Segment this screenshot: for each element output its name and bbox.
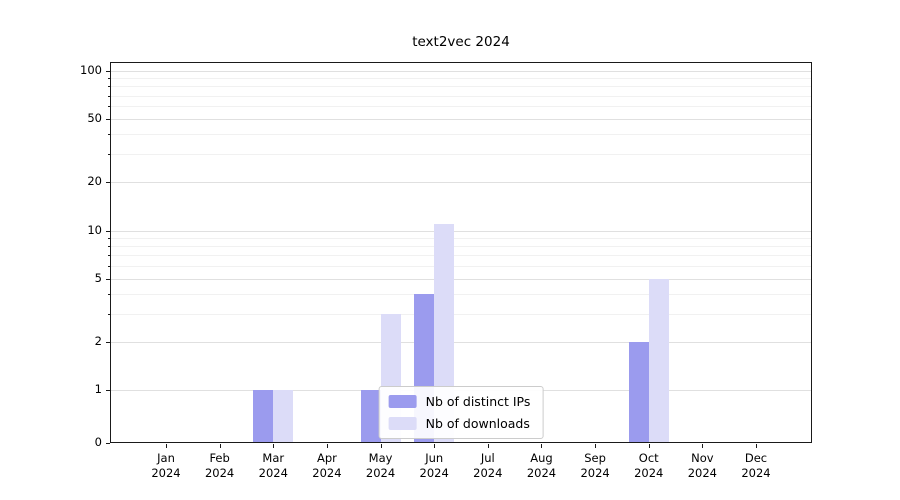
major-gridline xyxy=(110,182,812,184)
minor-gridline xyxy=(110,154,812,156)
y-tick-label: 1 xyxy=(94,382,102,396)
x-tick-mark xyxy=(166,444,167,448)
y-tick-mark xyxy=(106,390,110,391)
y-tick-mark xyxy=(106,443,110,444)
x-tick-label: Jun 2024 xyxy=(419,451,449,480)
legend-swatch xyxy=(388,395,417,408)
y-tick-label: 20 xyxy=(87,174,102,189)
y-tick-mark xyxy=(106,341,110,343)
y-tick-mark xyxy=(106,278,110,280)
bar-downloads xyxy=(273,390,294,443)
bar-distinct-ips xyxy=(253,390,274,443)
x-tick-label: Aug 2024 xyxy=(526,451,557,480)
x-tick-label: Jul 2024 xyxy=(473,451,503,480)
x-tick-mark xyxy=(380,444,382,448)
x-tick-label: Jan 2024 xyxy=(151,451,181,480)
y-tick-mark xyxy=(106,182,110,184)
x-tick-mark xyxy=(541,444,543,448)
legend-label: Nb of downloads xyxy=(425,416,530,431)
y-minor-tick-mark xyxy=(108,313,110,315)
y-minor-tick-mark xyxy=(108,95,110,97)
legend: Nb of distinct IPs Nb of downloads xyxy=(378,386,544,439)
x-tick-label: Oct 2024 xyxy=(634,451,664,480)
minor-gridline xyxy=(110,293,812,295)
y-tick-label: 100 xyxy=(80,63,102,77)
minor-gridline xyxy=(110,237,812,239)
x-tick-mark xyxy=(487,444,489,448)
x-tick-mark xyxy=(326,444,328,448)
x-tick-mark xyxy=(434,444,436,448)
x-tick-mark xyxy=(648,444,650,448)
x-tick-label: Dec 2024 xyxy=(741,451,771,480)
y-minor-tick-mark xyxy=(108,237,110,239)
legend-label: Nb of distinct IPs xyxy=(425,394,531,409)
y-tick-label: 50 xyxy=(87,111,102,125)
x-tick-mark xyxy=(273,444,275,448)
legend-swatch xyxy=(388,417,417,430)
x-tick-mark xyxy=(219,444,221,448)
chart-title: text2vec 2024 xyxy=(412,34,510,50)
x-tick-label: Apr 2024 xyxy=(312,451,342,480)
y-minor-tick-mark xyxy=(108,265,110,267)
x-tick-label: Feb 2024 xyxy=(204,451,235,480)
y-minor-tick-mark xyxy=(108,106,110,108)
y-tick-label: 5 xyxy=(94,270,102,285)
x-tick-mark xyxy=(702,444,704,448)
major-gridline xyxy=(110,230,812,232)
y-tick-mark xyxy=(106,230,110,232)
legend-item: Nb of distinct IPs xyxy=(388,394,531,409)
minor-gridline xyxy=(110,134,812,136)
bar-distinct-ips xyxy=(628,341,649,443)
x-tick-label: Nov 2024 xyxy=(687,451,717,480)
major-gridline xyxy=(110,278,812,280)
y-minor-tick-mark xyxy=(108,255,110,257)
y-tick-label: 10 xyxy=(87,222,102,237)
minor-gridline xyxy=(110,245,812,247)
y-tick-mark xyxy=(106,71,110,72)
minor-gridline xyxy=(110,86,812,88)
y-minor-tick-mark xyxy=(108,134,110,136)
major-gridline xyxy=(110,119,812,120)
major-gridline xyxy=(110,341,812,343)
bar-distinct-ips xyxy=(360,390,381,443)
minor-gridline xyxy=(110,255,812,257)
legend-item: Nb of downloads xyxy=(388,416,531,431)
x-tick-label: May 2024 xyxy=(365,451,396,480)
minor-gridline xyxy=(110,265,812,267)
y-minor-tick-mark xyxy=(108,245,110,247)
minor-gridline xyxy=(110,106,812,108)
y-tick-label: 2 xyxy=(94,333,102,348)
minor-gridline xyxy=(110,95,812,97)
y-minor-tick-mark xyxy=(108,293,110,295)
major-gridline xyxy=(110,71,812,72)
y-tick-label: 0 xyxy=(94,435,102,449)
y-minor-tick-mark xyxy=(108,78,110,80)
x-tick-label: Mar 2024 xyxy=(258,451,288,480)
y-minor-tick-mark xyxy=(108,86,110,88)
x-tick-mark xyxy=(595,444,597,448)
bar-downloads xyxy=(648,278,669,443)
x-tick-label: Sep 2024 xyxy=(580,451,610,480)
x-tick-mark xyxy=(756,444,757,448)
minor-gridline xyxy=(110,78,812,80)
minor-gridline xyxy=(110,313,812,315)
y-minor-tick-mark xyxy=(108,154,110,156)
y-tick-mark xyxy=(106,119,110,120)
